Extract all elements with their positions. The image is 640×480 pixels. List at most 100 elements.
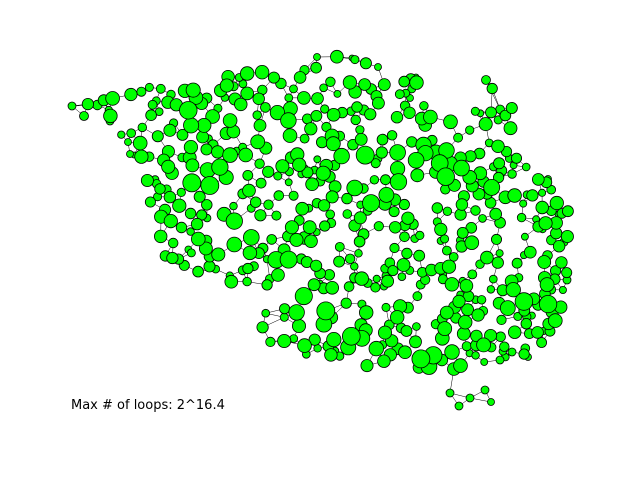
graph-node — [562, 205, 574, 218]
graph-node — [346, 179, 364, 197]
graph-node — [105, 91, 120, 106]
graph-node — [205, 109, 220, 124]
graph-node — [279, 250, 298, 269]
graph-node — [465, 393, 475, 403]
graph-node — [471, 351, 480, 360]
graph-node — [161, 159, 176, 174]
graph-node — [117, 130, 126, 139]
graph-node — [423, 109, 438, 125]
graph-node — [561, 267, 573, 279]
graph-node — [484, 328, 498, 342]
graph-node — [510, 152, 522, 164]
graph-node — [458, 315, 473, 330]
graph-node — [491, 139, 505, 154]
graph-node — [340, 297, 352, 309]
graph-node — [523, 245, 537, 259]
graph-node — [373, 221, 384, 232]
graph-node — [488, 274, 498, 284]
graph-node — [147, 99, 158, 110]
graph-node — [192, 265, 204, 278]
graph-node — [126, 128, 136, 139]
graph-node — [378, 186, 395, 203]
graph-node — [275, 159, 290, 174]
graph-node — [279, 303, 291, 315]
graph-node — [201, 199, 213, 211]
loop-count-caption: Max # of loops: 2^16.4 — [71, 398, 225, 413]
graph-node — [185, 82, 201, 98]
graph-node — [136, 86, 147, 97]
graph-node — [242, 169, 254, 181]
graph-node — [254, 64, 270, 80]
graph-node — [455, 198, 469, 211]
graph-node — [280, 112, 297, 129]
graph-node — [265, 336, 276, 347]
graph-node — [163, 123, 177, 137]
graph-node — [370, 158, 381, 169]
graph-node — [224, 274, 239, 289]
graph-node — [508, 325, 522, 339]
graph-node — [311, 92, 324, 105]
graph-node — [182, 173, 202, 193]
graph-node — [436, 167, 455, 186]
graph-node — [304, 122, 318, 136]
graph-node — [485, 106, 497, 119]
graph-node — [398, 345, 412, 360]
graph-node — [226, 236, 243, 253]
graph-node — [526, 189, 539, 202]
graph-node — [238, 147, 254, 163]
graph-node — [239, 66, 255, 81]
graph-node — [480, 385, 490, 395]
graph-node — [334, 241, 345, 252]
graph-node — [297, 338, 312, 353]
graph-node — [531, 173, 545, 186]
graph-node — [467, 269, 478, 280]
graph-node — [514, 292, 534, 311]
graph-node — [465, 222, 478, 234]
graph-node — [299, 133, 310, 144]
graph-node — [222, 147, 238, 163]
graph-node — [453, 159, 470, 177]
graph-node — [487, 398, 495, 406]
graph-node — [547, 313, 563, 328]
graph-node — [481, 75, 491, 85]
graph-node — [191, 231, 206, 247]
graph-node — [536, 337, 547, 348]
graph-node — [297, 91, 311, 105]
graph-node — [381, 274, 395, 288]
graph-node — [186, 248, 196, 258]
graph-node — [374, 63, 382, 71]
graph-node — [483, 178, 501, 196]
graph-node — [403, 106, 416, 120]
graph-node — [538, 216, 553, 231]
graph-node — [179, 101, 198, 120]
graph-node — [380, 174, 391, 186]
graph-node — [252, 110, 262, 120]
graph-node — [538, 294, 558, 314]
graph-node — [273, 190, 285, 201]
graph-node — [284, 220, 299, 235]
graph-node — [242, 276, 252, 287]
graph-node — [531, 326, 544, 339]
graph-node — [537, 255, 552, 269]
graph-node — [301, 166, 314, 179]
graph-node — [155, 83, 166, 94]
graph-node — [539, 277, 555, 293]
graph-node — [354, 271, 369, 286]
graph-node — [313, 53, 321, 61]
graph-node — [288, 190, 299, 201]
graph-node — [376, 133, 389, 146]
graph-node — [175, 221, 188, 234]
graph-node — [183, 140, 198, 155]
graph-node — [499, 300, 516, 317]
graph-node — [415, 230, 425, 240]
graph-node — [470, 205, 481, 216]
graph-node — [291, 318, 306, 333]
graph-node — [273, 171, 283, 181]
graph-node — [289, 232, 304, 247]
graph-node — [277, 333, 292, 348]
graph-node — [351, 101, 363, 113]
graph-node — [295, 201, 310, 216]
graph-node — [499, 109, 512, 122]
graph-node — [519, 199, 528, 208]
graph-node — [486, 82, 498, 95]
